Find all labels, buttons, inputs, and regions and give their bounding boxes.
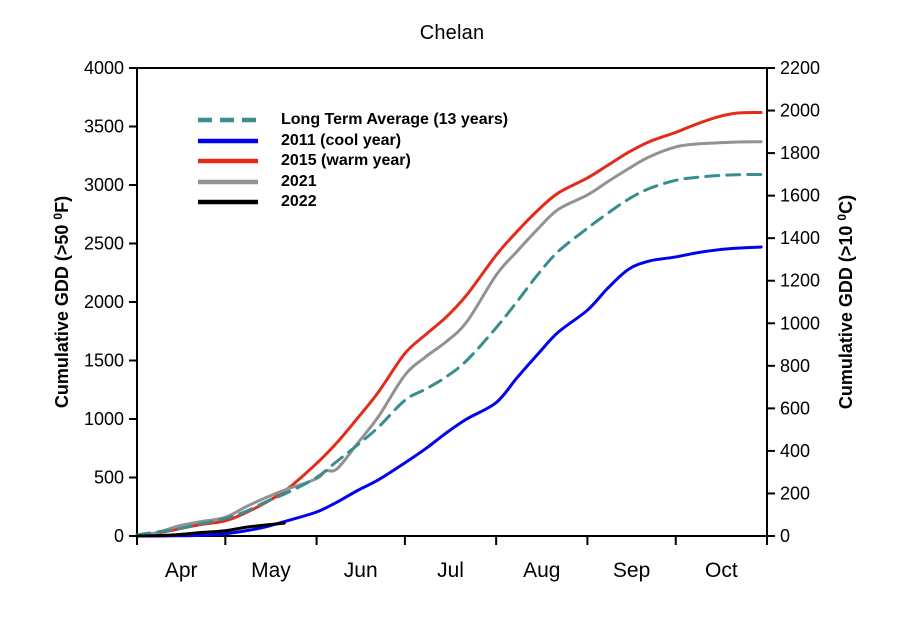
legend-swatch-line <box>198 118 258 123</box>
left-tick-label: 2500 <box>84 234 124 254</box>
legend-row: 2022 <box>197 192 508 213</box>
month-label: Jun <box>344 559 378 582</box>
series-line-2011-cool-year- <box>135 245 763 538</box>
legend-label: 2011 (cool year) <box>281 131 402 149</box>
legend-label: 2021 <box>281 172 317 190</box>
right-tick-label: 2000 <box>780 101 820 121</box>
left-tick-label: 1500 <box>84 351 124 371</box>
right-tick-label: 200 <box>780 483 810 503</box>
legend-label: 2022 <box>281 193 317 211</box>
month-label: Apr <box>165 559 198 582</box>
series-line-2022 <box>135 521 286 538</box>
legend: Long Term Average (13 years) 2011 (cool y… <box>197 110 508 213</box>
left-tick-label: 1000 <box>84 409 124 429</box>
right-tick-label: 600 <box>780 398 810 418</box>
series-line-2021 <box>135 140 763 538</box>
right-tick-label: 1200 <box>780 271 820 291</box>
legend-row: 2015 (warm year) <box>197 151 508 172</box>
month-label: May <box>251 559 291 582</box>
month-label: Oct <box>705 559 738 582</box>
right-tick-label: 800 <box>780 356 810 376</box>
legend-row: 2011 (cool year) <box>197 131 508 152</box>
legend-label: 2015 (warm year) <box>281 152 411 170</box>
chart-title: Chelan <box>419 22 485 44</box>
right-tick-label: 1600 <box>780 186 820 206</box>
left-tick-label: 2000 <box>84 292 124 312</box>
legend-swatch-line <box>198 200 258 205</box>
right-tick-label: 2200 <box>780 58 820 78</box>
legend-row: 2021 <box>197 172 508 193</box>
legend-swatch-line <box>198 159 258 164</box>
month-label: Aug <box>523 559 560 582</box>
legend-row: Long Term Average (13 years) <box>197 110 508 131</box>
right-tick-label: 1000 <box>780 313 820 333</box>
left-tick-label: 3500 <box>84 117 124 137</box>
right-tick-label: 400 <box>780 441 810 461</box>
legend-label: Long Term Average (13 years) <box>281 111 509 129</box>
left-tick-label: 3000 <box>84 175 124 195</box>
month-label: Sep <box>613 559 650 582</box>
left-tick-label: 500 <box>94 468 124 488</box>
right-tick-label: 1400 <box>780 228 820 248</box>
left-tick-label: 4000 <box>84 58 124 78</box>
right-tick-label: 1800 <box>780 143 820 163</box>
legend-swatch-line <box>198 179 258 184</box>
series-line-long-term-average-13-years- <box>135 172 763 537</box>
legend-swatch-line <box>198 138 258 143</box>
month-label: Jul <box>437 559 464 582</box>
left-tick-label: 0 <box>114 526 124 546</box>
right-tick-label: 0 <box>780 526 790 546</box>
